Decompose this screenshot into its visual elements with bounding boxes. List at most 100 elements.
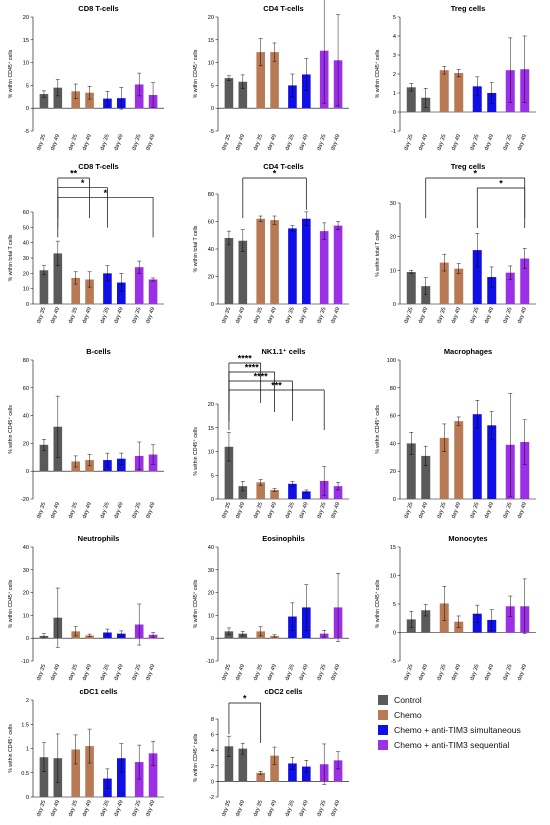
chart-panel: Eosinophils % within CD45⁺ cells -10 0 10 20 3… — [193, 534, 349, 681]
chart-title: cDC1 cells — [80, 687, 118, 696]
bar — [85, 279, 94, 304]
y-tick-label: 100 — [387, 358, 396, 364]
legend-item: Control — [378, 692, 548, 707]
significance-label: * — [473, 169, 477, 179]
y-tick-label: 2 — [393, 72, 396, 78]
x-tick-label: day 35 — [502, 502, 513, 520]
y-tick-label: -5 — [391, 659, 396, 665]
bar — [454, 421, 464, 499]
x-tick-label: day 35 — [36, 800, 47, 818]
x-tick-label: day 49 — [267, 307, 278, 325]
bar — [472, 414, 482, 499]
x-tick-label: day 35 — [221, 307, 232, 325]
bar — [421, 286, 431, 304]
x-tick-label: day 49 — [451, 502, 462, 520]
bar — [53, 253, 63, 304]
significance-label: *** — [271, 381, 282, 391]
y-axis-label: % within CD45⁺ cells — [375, 405, 381, 454]
chart-title: Eosinophils — [262, 534, 305, 543]
y-tick-label: 5 — [393, 15, 396, 21]
y-tick-label: 0 — [211, 779, 214, 785]
significance-label: **** — [245, 363, 260, 373]
chart-panel: cDC1 cells % within CD45⁺ cells 0 0.5 1 1.5 2 d… — [8, 687, 164, 818]
chart-title: CD8 T-cells — [78, 162, 118, 171]
chart-title: Monocytes — [448, 534, 487, 543]
y-tick-label: 60 — [208, 220, 214, 226]
bar — [256, 482, 265, 499]
y-tick-label: 60 — [23, 386, 29, 392]
y-tick-label: 20 — [23, 591, 29, 597]
x-tick-label: day 49 — [145, 664, 156, 682]
y-tick-label: 10 — [23, 613, 29, 619]
y-tick-label: 30 — [23, 256, 29, 262]
y-tick-label: 5 — [211, 83, 214, 89]
y-tick-label: 0 — [211, 106, 214, 112]
chart-title: Treg cells — [451, 162, 486, 171]
x-tick-label: day 35 — [131, 800, 142, 818]
x-tick-label: day 35 — [131, 502, 142, 520]
x-tick-label: day 35 — [403, 134, 414, 152]
legend-item: Chemo — [378, 707, 548, 722]
bar — [85, 746, 94, 797]
x-tick-label: day 35 — [436, 502, 447, 520]
x-tick-label: day 49 — [298, 502, 309, 520]
x-tick-label: day 35 — [99, 800, 110, 818]
x-tick-label: day 49 — [484, 502, 495, 520]
y-tick-label: 4 — [393, 34, 396, 40]
bar — [134, 267, 144, 304]
bar — [454, 268, 464, 304]
y-tick-label: 20 — [208, 591, 214, 597]
x-tick-label: day 49 — [50, 134, 61, 152]
x-tick-label: day 49 — [113, 307, 124, 325]
legend-swatch — [378, 739, 388, 750]
bar — [439, 262, 449, 304]
bar — [454, 73, 464, 112]
y-tick-label: -5 — [24, 129, 29, 135]
x-tick-label: day 49 — [517, 307, 528, 325]
x-tick-label: day 35 — [316, 307, 327, 325]
significance-label: * — [243, 694, 247, 704]
significance-label: **** — [238, 354, 253, 364]
bar — [302, 74, 311, 109]
chart-panel: Macrophages % within CD45⁺ cells 0 20 40 60 80… — [375, 347, 536, 520]
x-tick-label: day 35 — [284, 307, 295, 325]
bar — [224, 238, 234, 304]
y-tick-label: 0 — [26, 302, 29, 308]
y-tick-label: -2 — [209, 795, 214, 801]
chart-title: Macrophages — [444, 347, 492, 356]
bar — [256, 772, 265, 782]
x-tick-label: day 49 — [517, 134, 528, 152]
bar — [270, 489, 279, 499]
bar — [333, 760, 343, 782]
y-tick-label: 6 — [211, 733, 214, 739]
chart-panel: CD8 T-cells % within CD45⁺ cells -5 0 5 10 15 2… — [8, 4, 164, 152]
y-tick-label: 15 — [208, 426, 214, 432]
y-axis-label: % within CD45⁺ cells — [8, 724, 14, 773]
x-tick-label: day 49 — [82, 502, 93, 520]
y-tick-label: 20 — [23, 15, 29, 21]
y-tick-label: 30 — [208, 568, 214, 574]
bar — [117, 282, 126, 304]
y-axis-label: % within CD45⁺ cells — [193, 733, 199, 782]
bar — [39, 270, 49, 304]
significance-label: * — [104, 188, 108, 198]
x-tick-label: day 35 — [253, 134, 264, 152]
x-tick-label: day 49 — [484, 134, 495, 152]
y-tick-label: 40 — [390, 441, 396, 447]
y-tick-label: 10 — [208, 61, 214, 67]
chart-panel: B-cells % within CD45⁺ cells -20 0 20 40 60 80 d… — [8, 347, 164, 520]
y-tick-label: 40 — [23, 241, 29, 247]
legend-swatch — [378, 694, 388, 705]
x-tick-label: day 49 — [82, 664, 93, 682]
bar — [421, 455, 431, 499]
y-tick-label: 20 — [390, 235, 396, 241]
y-tick-label: 0 — [393, 631, 396, 637]
x-tick-label: day 49 — [267, 502, 278, 520]
bar — [224, 746, 234, 782]
significance-label: **** — [254, 372, 269, 382]
y-axis-label: % within CD45⁺ cells — [8, 405, 14, 454]
y-tick-label: 10 — [390, 268, 396, 274]
x-tick-label: day 49 — [145, 502, 156, 520]
chart-title: CD8 T-cells — [78, 4, 118, 13]
bar — [288, 228, 297, 304]
